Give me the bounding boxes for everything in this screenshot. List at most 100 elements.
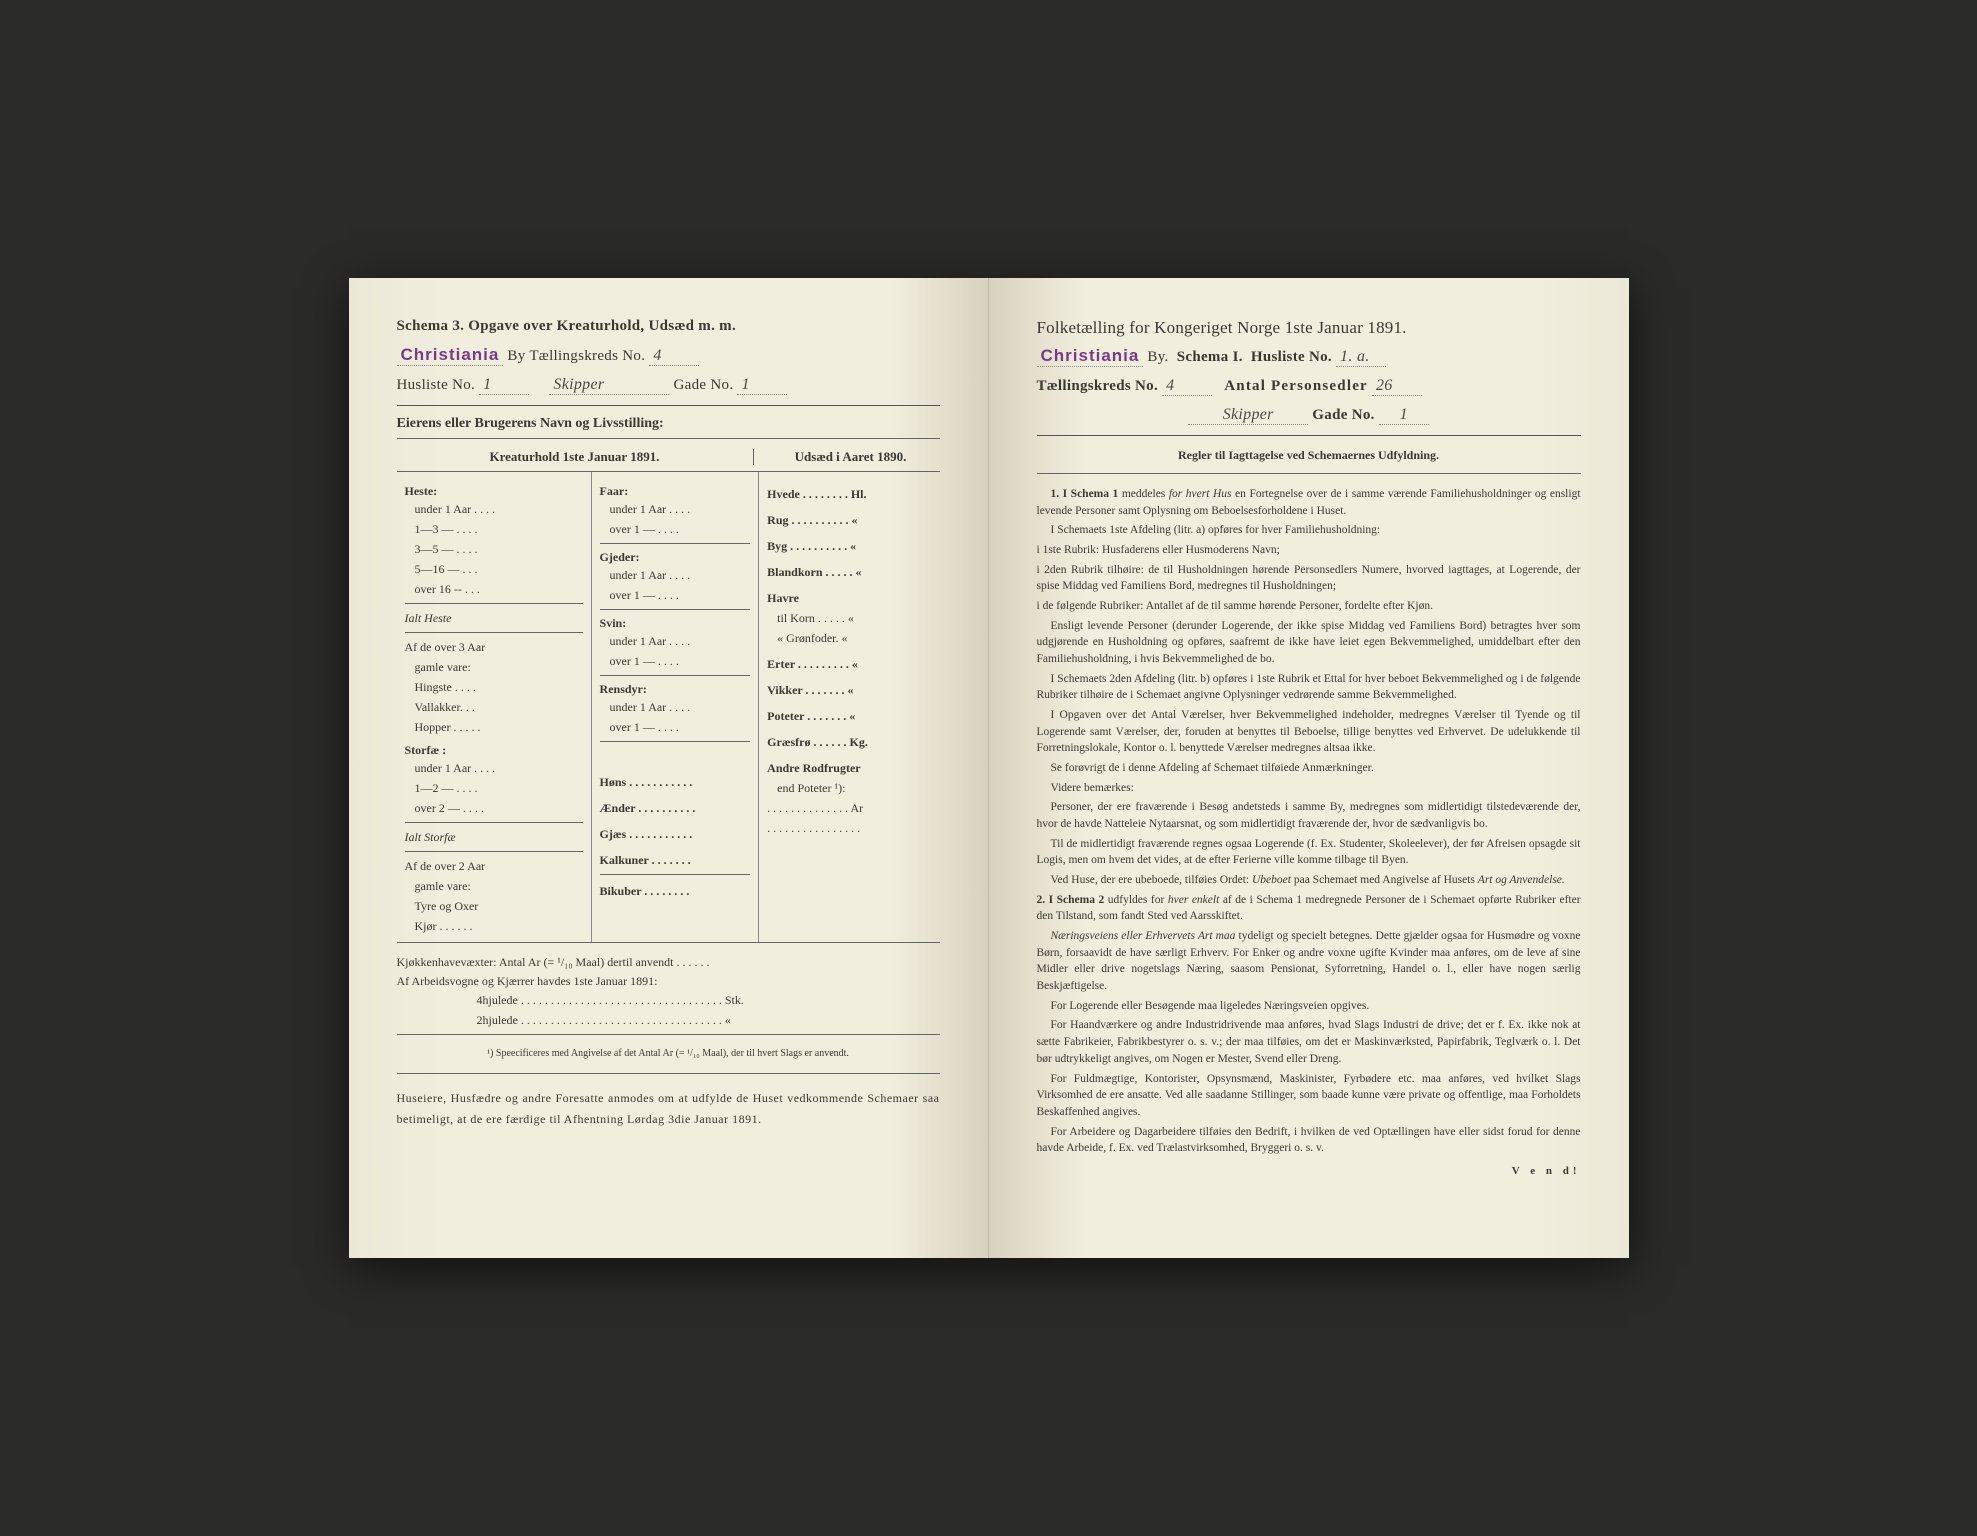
af-over2: Af de over 2 Aar [405, 856, 583, 876]
gjeder-row-0: under 1 Aar . . . . [600, 565, 751, 585]
hopper: Hopper . . . . . [405, 717, 583, 737]
hvede: Hvede . . . . . . . . Hl. [767, 484, 931, 504]
footnote: ¹) Speecificeres med Angivelse af det An… [397, 1047, 940, 1061]
para-1: 1. I Schema 1 meddeles for hvert Hus en … [1037, 486, 1581, 519]
eier-label: Eierens eller Brugerens Navn og Livsstil… [397, 416, 940, 432]
schema3-subtitle: Opgave over Kreaturhold, Udsæd m. m. [468, 318, 736, 334]
antal-no: 26 [1372, 377, 1422, 396]
para-13: Ved Huse, der ere ubeboede, tilføies Ord… [1037, 872, 1581, 889]
schema3-header: Schema 3. Opgave over Kreaturhold, Udsæd… [397, 318, 940, 335]
para-4: i 2den Rubrik tilhøire: de til Husholdni… [1037, 562, 1581, 595]
af-over3: Af de over 3 Aar [405, 637, 583, 657]
erter: Erter . . . . . . . . . « [767, 654, 931, 674]
gronfoder: « Grønfoder. « [767, 628, 931, 648]
arbeids-text: havdes 1ste Januar 1891: [537, 974, 657, 988]
para-3: i 1ste Rubrik: Husfaderens eller Husmode… [1037, 542, 1581, 559]
schema1-label: Schema I. [1177, 349, 1243, 365]
faar-row-0: under 1 Aar . . . . [600, 499, 751, 519]
para-7: I Schemaets 2den Afdeling (litr. b) opfø… [1037, 671, 1581, 704]
para-14: 2. I Schema 2 udfyldes for hver enkelt a… [1037, 892, 1581, 925]
gade-name-right: Skipper [1188, 406, 1308, 425]
city-stamp: Christiania [401, 345, 500, 364]
graesfro: Græsfrø . . . . . . Kg. [767, 732, 931, 752]
para-18: For Fuldmægtige, Kontorister, Opsynsmænd… [1037, 1071, 1581, 1121]
husliste-no-right: 1. a. [1336, 348, 1386, 367]
taellingskreds-no-right: 4 [1162, 377, 1212, 396]
heste-row-3: 5—16 — . . . [405, 559, 583, 579]
para-2: I Schemaets 1ste Afdeling (litr. a) opfø… [1037, 522, 1581, 539]
hjul4: 4hjulede . . . . . . . . . . . . . . . .… [397, 991, 940, 1010]
by-label-right: By. [1147, 349, 1168, 365]
kjokken-text: Antal Ar (= ¹/₁₀ Maal) dertil anvendt . … [499, 955, 710, 969]
para-11: Personer, der ere fraværende i Besøg and… [1037, 799, 1581, 832]
left-page: Schema 3. Opgave over Kreaturhold, Udsæd… [349, 278, 989, 1258]
bottom-notice: Huseiere, Husfædre og andre Foresatte an… [397, 1088, 940, 1131]
hjul2: 2hjulede . . . . . . . . . . . . . . . .… [397, 1011, 940, 1030]
heste-row-4: over 16 -- . . . [405, 579, 583, 599]
taellingskreds-label: Tællingskreds No. [529, 348, 645, 364]
husliste-label-right: Husliste No. [1251, 349, 1332, 365]
rensdyr-label: Rensdyr: [600, 682, 751, 697]
col-faar-misc: Faar: under 1 Aar . . . . over 1 — . . .… [592, 472, 760, 942]
arbeids-label: Af Arbeidsvogne og Kjærrer [397, 974, 535, 988]
storfae-label: Storfæ : [405, 743, 583, 758]
ialt-heste: Ialt Heste [405, 608, 583, 628]
livestock-table: Heste: under 1 Aar . . . . 1—3 — . . . .… [397, 471, 940, 943]
para-10: Videre bemærkes: [1037, 780, 1581, 797]
svin-row-1: over 1 — . . . . [600, 651, 751, 671]
ialt-storfae: Ialt Storfæ [405, 827, 583, 847]
havre: Havre [767, 588, 931, 608]
para-6: Ensligt levende Personer (derunder Loger… [1037, 618, 1581, 668]
tilkorn: til Korn . . . . . « [767, 608, 931, 628]
para-8: I Opgaven over det Antal Værelser, hver … [1037, 707, 1581, 757]
husliste-no: 1 [479, 376, 529, 395]
husliste-line: Husliste No. 1 Skipper Gade No. 1 [397, 376, 940, 395]
city-stamp-right: Christiania [1041, 346, 1140, 365]
storfae-row-2: over 2 — . . . . [405, 798, 583, 818]
udsaed-header: Udsæd i Aaret 1890. [753, 449, 940, 465]
para-5: i de følgende Rubriker: Antallet af de t… [1037, 598, 1581, 615]
col-udsaed: Hvede . . . . . . . . Hl. Rug . . . . . … [759, 472, 939, 942]
census-book-spread: Schema 3. Opgave over Kreaturhold, Udsæd… [349, 278, 1629, 1258]
gade-no-right: 1 [1379, 406, 1429, 425]
gamle-vare-1: gamle vare: [405, 657, 583, 677]
taellingskreds-label-right: Tællingskreds No. [1037, 378, 1159, 394]
faar-row-1: over 1 — . . . . [600, 519, 751, 539]
table-header: Kreaturhold 1ste Januar 1891. Udsæd i Aa… [397, 443, 940, 471]
bottom-p2: at de ere færdige til Afhentning [457, 1112, 623, 1126]
para-17: For Haandværkere og andre Industridriven… [1037, 1017, 1581, 1067]
vallakker: Vallakker. . . [405, 697, 583, 717]
svin-row-0: under 1 Aar . . . . [600, 631, 751, 651]
dots-line: . . . . . . . . . . . . . . . . [767, 818, 931, 838]
heste-row-1: 1—3 — . . . . [405, 519, 583, 539]
antal-label: Antal Personsedler [1224, 378, 1368, 394]
arbeids-line: Af Arbeidsvogne og Kjærrer havdes 1ste J… [397, 972, 940, 991]
gjaes: Gjæs . . . . . . . . . . . [600, 824, 751, 844]
blandkorn: Blandkorn . . . . . « [767, 562, 931, 582]
kreatur-header: Kreaturhold 1ste Januar 1891. [397, 449, 753, 465]
kalkuner: Kalkuner . . . . . . . [600, 850, 751, 870]
hingste: Hingste . . . . [405, 677, 583, 697]
regler-title: Regler til Iagttagelse ved Schemaernes U… [1037, 448, 1581, 463]
bottom-date: Lørdag 3die Januar 1891. [627, 1112, 762, 1126]
para-15: Næringsveiens eller Erhvervets Art maa t… [1037, 928, 1581, 995]
svin-label: Svin: [600, 616, 751, 631]
instructions: 1. I Schema 1 meddeles for hvert Hus en … [1037, 486, 1581, 1157]
vend-label: V e n d! [1037, 1165, 1581, 1177]
gade-label: Gade No. [673, 377, 733, 393]
kjokken-label: Kjøkkenhavevæxter: [397, 955, 497, 969]
right-kreds-line: Tællingskreds No. 4 Antal Personsedler 2… [1037, 377, 1581, 396]
col-heste-storfae: Heste: under 1 Aar . . . . 1—3 — . . . .… [397, 472, 592, 942]
heste-row-2: 3—5 — . . . . [405, 539, 583, 559]
heste-label: Heste: [405, 484, 583, 499]
andre-rod: Andre Rodfrugter [767, 758, 931, 778]
taellingskreds-no: 4 [649, 347, 699, 366]
husliste-label: Husliste No. [397, 377, 476, 393]
gade-no: 1 [737, 376, 787, 395]
bikuber: Bikuber . . . . . . . . [600, 881, 751, 901]
rensdyr-row-1: over 1 — . . . . [600, 717, 751, 737]
para-12: Til de midlertidigt fraværende regnes og… [1037, 836, 1581, 869]
para-19: For Arbeidere og Dagarbeidere tilføies d… [1037, 1124, 1581, 1157]
storfae-row-0: under 1 Aar . . . . [405, 758, 583, 778]
tyre: Tyre og Oxer [405, 896, 583, 916]
